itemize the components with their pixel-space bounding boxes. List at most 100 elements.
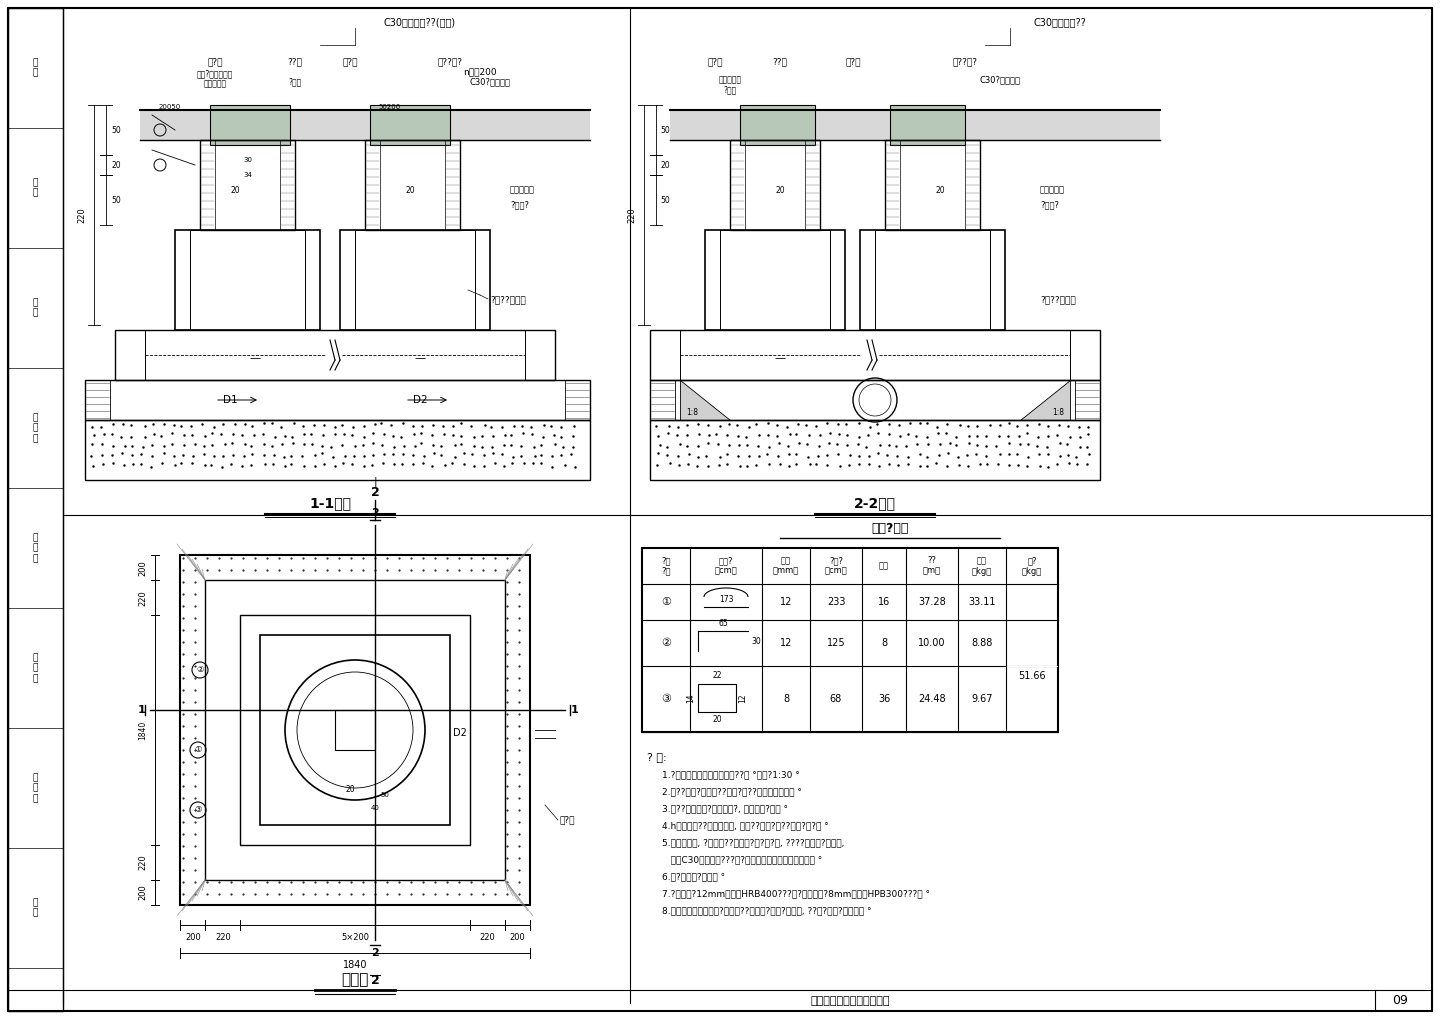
Bar [85, 420, 590, 480]
Text: 1.?中尺寸除注明外均以毫米??位 °比例?1:30 °: 1.?中尺寸除注明外均以毫米??位 °比例?1:30 ° [662, 770, 799, 779]
Bar [675, 380, 1076, 420]
Text: ?行道: ?行道 [288, 77, 301, 87]
Text: 3.当??井大小与?示有出入?, 可参考本?加固 °: 3.当??井大小与?示有出入?, 可参考本?加固 ° [662, 804, 788, 813]
Text: 专
业: 专 业 [32, 899, 37, 918]
Text: 20: 20 [775, 185, 785, 195]
Text: 8.本次需要提升加固的?状排水??井若未?置肋?落装置, ??充?置肋?落安全网 °: 8.本次需要提升加固的?状排水??井若未?置肋?落装置, ??充?置肋?落安全网… [662, 906, 871, 915]
Bar [670, 110, 1161, 140]
Bar [115, 330, 554, 380]
Text: ?筋
?号: ?筋 ?号 [661, 556, 671, 576]
Bar [9, 8, 63, 1011]
Bar [740, 105, 815, 145]
Bar [140, 110, 590, 140]
Bar [649, 330, 1100, 380]
Text: 聚硫密封膏: 聚硫密封膏 [510, 185, 536, 195]
Text: 2-2剖面: 2-2剖面 [854, 496, 896, 510]
Text: 30: 30 [243, 157, 252, 163]
Text: C30素混凝土??(全图): C30素混凝土??(全图) [384, 17, 456, 26]
Text: ??井: ??井 [773, 57, 788, 66]
Text: 示意?
（cm）: 示意? （cm） [714, 556, 737, 576]
Text: ??井: ??井 [288, 57, 302, 66]
Text: 6.填?料采用?青麻絮 °: 6.填?料采用?青麻絮 ° [662, 872, 726, 881]
Text: |: | [373, 477, 377, 487]
Text: 2: 2 [370, 485, 379, 498]
Text: 51.66: 51.66 [1018, 671, 1045, 681]
Text: n小于200: n小于200 [464, 67, 497, 76]
Text: ①: ① [194, 746, 202, 754]
Bar [720, 230, 829, 330]
Text: ?状基?: ?状基? [1040, 201, 1058, 210]
Text: 50200: 50200 [379, 104, 402, 110]
Text: 200: 200 [186, 932, 200, 942]
Text: ②: ② [196, 665, 203, 675]
Text: 审
核
人: 审 核 人 [32, 773, 37, 803]
Text: 4.h表示提升??井井深高度, 雨水??井、?水??井以?状?准 °: 4.h表示提升??井井深高度, 雨水??井、?水??井以?状?准 ° [662, 821, 829, 830]
Text: ?行道: ?行道 [723, 86, 737, 95]
Text: 36: 36 [878, 694, 890, 704]
Text: 12: 12 [780, 638, 792, 648]
Text: —: — [415, 353, 426, 363]
Text: 2: 2 [370, 974, 379, 987]
Text: 采用?青麻絮填充: 采用?青麻絮填充 [197, 69, 233, 78]
Text: 新??青?: 新??青? [438, 57, 462, 66]
Text: 8: 8 [783, 694, 789, 704]
Text: 1840: 1840 [343, 960, 367, 970]
Text: ?状??井井筒: ?状??井井筒 [490, 296, 526, 305]
Text: 1840: 1840 [138, 720, 147, 740]
Text: 新??青?: 新??青? [952, 57, 978, 66]
Text: 5×200: 5×200 [341, 932, 369, 942]
Text: 平面图: 平面图 [341, 972, 369, 987]
Text: 50: 50 [380, 792, 389, 798]
Text: 聚硫密封膏: 聚硫密封膏 [203, 79, 226, 89]
Text: 重量
（kg）: 重量 （kg） [972, 556, 992, 576]
Text: 30: 30 [752, 637, 760, 645]
Text: 20: 20 [405, 185, 415, 195]
Text: 220: 220 [628, 207, 636, 223]
Text: 7.?筋直径?12mm者采用HRB400???肋?筋；直径?8mm者采用HPB300???筋 °: 7.?筋直径?12mm者采用HRB400???肋?筋；直径?8mm者采用HPB3… [662, 889, 930, 898]
Text: ③: ③ [661, 694, 671, 704]
Bar [649, 420, 1100, 480]
Text: 20: 20 [713, 715, 721, 725]
Text: 16: 16 [878, 597, 890, 607]
Bar [200, 140, 295, 230]
Bar [356, 230, 475, 330]
Bar [649, 380, 1100, 420]
Text: 125: 125 [827, 638, 845, 648]
Text: 聚硫密封膏: 聚硫密封膏 [719, 75, 742, 85]
Bar [886, 140, 981, 230]
Text: 1:8: 1:8 [1053, 408, 1064, 417]
Bar [364, 140, 459, 230]
Text: 加固?筋表: 加固?筋表 [871, 522, 909, 535]
Text: 50: 50 [111, 196, 121, 205]
Text: 173: 173 [719, 595, 733, 604]
Text: 2.本??用于?状雨水??井、?水??井井面提升加固 °: 2.本??用于?状雨水??井、?水??井井面提升加固 ° [662, 787, 802, 796]
Text: 设
计
人: 设 计 人 [32, 533, 37, 562]
Text: 专
业: 专 业 [32, 299, 37, 318]
Text: 12: 12 [739, 693, 747, 703]
Bar [240, 615, 469, 845]
Text: 20050: 20050 [158, 104, 181, 110]
Bar [698, 684, 736, 712]
Bar [85, 380, 590, 420]
Text: 12: 12 [780, 597, 792, 607]
Bar [176, 230, 320, 330]
Bar [706, 230, 845, 330]
Text: 37.28: 37.28 [919, 597, 946, 607]
Text: 200: 200 [510, 932, 524, 942]
Text: 1:8: 1:8 [685, 408, 698, 417]
Text: 24.48: 24.48 [919, 694, 946, 704]
Bar [180, 555, 530, 905]
Bar [340, 230, 490, 330]
Text: ?状??井井筒: ?状??井井筒 [1040, 296, 1076, 305]
Text: 09: 09 [1392, 995, 1408, 1008]
Text: 68: 68 [829, 694, 842, 704]
Polygon shape [1020, 380, 1070, 420]
Text: ③: ③ [194, 805, 202, 814]
Bar [109, 380, 564, 420]
Text: 8.88: 8.88 [972, 638, 992, 648]
Text: 合?
（kg）: 合? （kg） [1022, 556, 1043, 576]
Text: D1: D1 [223, 395, 238, 405]
Text: ②: ② [661, 638, 671, 648]
Text: 233: 233 [827, 597, 845, 607]
Text: 40: 40 [370, 805, 379, 811]
